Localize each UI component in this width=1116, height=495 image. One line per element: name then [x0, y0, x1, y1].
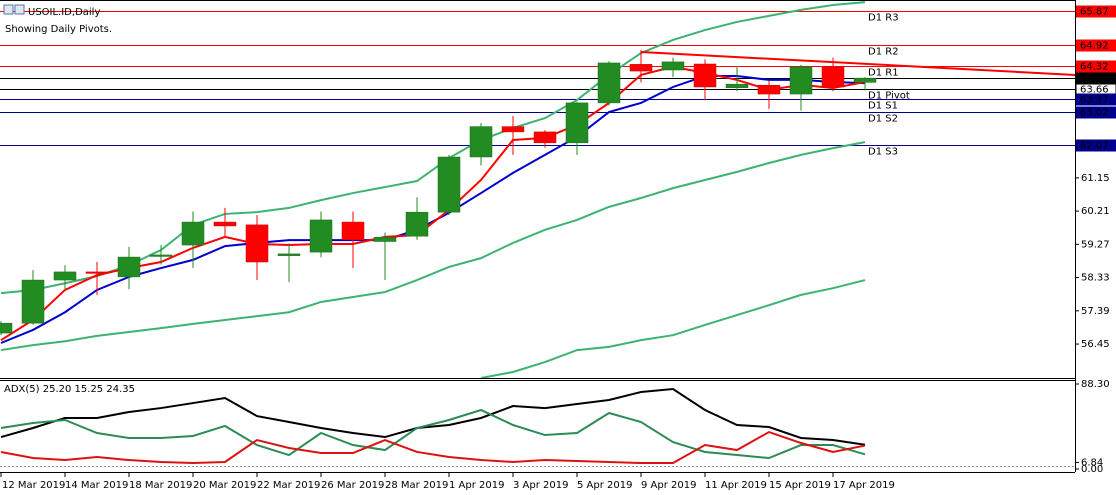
candle-body	[181, 221, 205, 246]
candle-body	[853, 77, 877, 83]
candle-body	[597, 62, 621, 104]
x-tick-label: 9 Apr 2019	[641, 480, 696, 491]
candle-body	[757, 84, 781, 95]
indicator-line	[0, 65, 866, 342]
pivot-label: D1 R2	[868, 47, 899, 58]
price-tag-label: 63.02	[1080, 108, 1109, 119]
candle-body	[821, 66, 845, 88]
candle-body	[373, 237, 397, 242]
x-tick-label: 18 Mar 2019	[129, 480, 192, 491]
x-tick-label: 15 Apr 2019	[769, 480, 831, 491]
candle-body	[565, 102, 589, 144]
price-panel	[0, 1, 1075, 378]
y-tick-label: 6.84	[1081, 457, 1103, 468]
candle-body	[245, 224, 269, 263]
price-tag	[1076, 93, 1116, 106]
pivot-label: D1 Pivot	[868, 91, 910, 102]
adx-panel	[0, 387, 866, 465]
x-tick-label: 5 Apr 2019	[577, 480, 632, 491]
pivot-label: D1 S2	[868, 114, 898, 125]
x-tick-label: 14 Mar 2019	[65, 480, 128, 491]
y-tick-label: 56.45	[1081, 339, 1110, 350]
price-tag	[1076, 60, 1116, 73]
x-tick-label: 22 Mar 2019	[257, 480, 320, 491]
pivot-label: D1 R1	[868, 68, 899, 79]
y-tick-label: 88.30	[1081, 379, 1110, 390]
candle-body	[661, 61, 685, 71]
candle-body	[21, 279, 45, 324]
price-tag	[1076, 106, 1116, 119]
candle-body	[725, 83, 749, 88]
adx-line	[0, 430, 866, 465]
pivot-label: D1 S3	[868, 147, 898, 158]
candle-body	[437, 156, 461, 213]
candle-body	[0, 322, 13, 334]
y-tick-label: 60.21	[1081, 206, 1110, 217]
candle-body	[309, 219, 333, 253]
candle-body	[53, 271, 77, 281]
candle-body	[789, 66, 813, 95]
candle-body	[341, 221, 365, 240]
candle-body	[693, 63, 717, 88]
pivot-label: D1 S1	[868, 101, 898, 112]
price-tag-label: 62.07	[1080, 141, 1109, 152]
candle-body	[629, 64, 653, 72]
pivot-note: Showing Daily Pivots.	[5, 24, 112, 35]
candle-body	[405, 211, 429, 237]
price-tag-label: 64.92	[1080, 41, 1109, 52]
candle-body	[213, 221, 237, 227]
candle-body	[117, 256, 141, 278]
x-tick-label: 28 Mar 2019	[385, 480, 448, 491]
y-tick-label: 59.27	[1081, 239, 1110, 250]
price-tag	[1076, 139, 1116, 152]
adx-line	[0, 408, 866, 460]
candle-body	[533, 131, 557, 144]
price-tag-label: 65.87	[1080, 7, 1109, 18]
price-tag-label: 63.66	[1080, 85, 1109, 96]
price-tag	[1076, 39, 1116, 52]
y-tick-label: 0.00	[1081, 464, 1103, 475]
x-tick-label: 20 Mar 2019	[193, 480, 256, 491]
bid-tag	[1076, 72, 1116, 85]
price-tag	[1076, 5, 1116, 18]
candle-body	[85, 271, 109, 274]
symbol-icon	[3, 4, 25, 15]
x-tick-label: 17 Apr 2019	[833, 480, 895, 491]
symbol: USOIL.ID,Daily	[28, 7, 100, 18]
x-tick-label: 3 Apr 2019	[513, 480, 568, 491]
y-tick-label: 58.33	[1081, 273, 1110, 284]
price-tag-label: 64.32	[1080, 62, 1109, 73]
trendline	[640, 50, 1075, 76]
candle-body	[277, 253, 301, 256]
indicator-line	[0, 141, 866, 352]
candle-body	[501, 126, 525, 133]
price-tag-label: 63.37	[1080, 95, 1109, 106]
x-tick-label: 26 Mar 2019	[321, 480, 384, 491]
candle-body	[469, 126, 493, 158]
y-tick-label: 61.15	[1081, 173, 1110, 184]
adx-line	[0, 387, 866, 446]
indicator-title: ADX(5) 25.20 15.25 24.35	[4, 384, 135, 395]
axes	[0, 0, 1076, 473]
x-tick-label: 11 Apr 2019	[705, 480, 767, 491]
x-tick-label: 12 Mar 2019	[2, 480, 65, 491]
pivot-label: D1 R3	[868, 13, 899, 24]
candle-body	[149, 254, 173, 257]
indicator-line	[0, 1, 866, 295]
x-tick-label: 1 Apr 2019	[449, 480, 504, 491]
indicator-line	[480, 279, 866, 378]
bid-label: 63.97	[1080, 74, 1109, 85]
y-tick-label: 57.39	[1081, 306, 1110, 317]
